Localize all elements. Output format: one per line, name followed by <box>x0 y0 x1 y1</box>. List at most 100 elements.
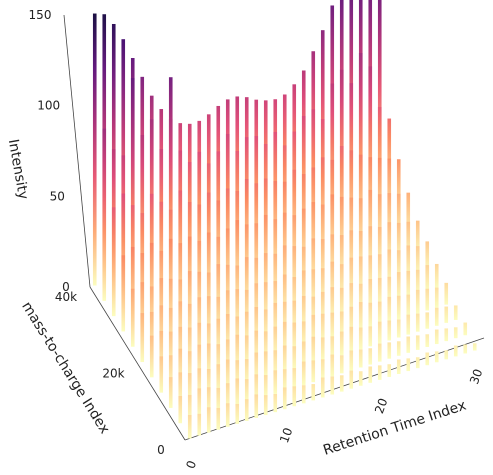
axes <box>63 14 485 441</box>
bar <box>415 269 420 296</box>
bar <box>396 359 401 374</box>
bar <box>292 386 297 407</box>
bar <box>358 231 363 277</box>
bar <box>434 287 439 308</box>
bar <box>187 271 192 330</box>
bar <box>444 350 449 360</box>
bar <box>197 322 202 363</box>
z-tick-label: 0 <box>62 280 70 294</box>
bar <box>282 369 287 391</box>
bar <box>320 359 325 380</box>
bar <box>301 321 306 349</box>
bar <box>263 331 268 361</box>
bar <box>358 283 363 313</box>
bar <box>387 342 392 359</box>
bar <box>368 326 373 347</box>
bar <box>330 336 335 359</box>
bar <box>206 407 211 433</box>
bar <box>368 189 373 256</box>
bar <box>463 322 468 336</box>
bar <box>387 222 392 268</box>
bar <box>387 364 392 377</box>
bar <box>225 290 230 336</box>
bar <box>320 239 325 289</box>
bar <box>444 282 449 305</box>
bar <box>453 305 458 320</box>
bar <box>406 221 411 262</box>
bar <box>387 320 392 341</box>
bar <box>235 378 240 406</box>
bar <box>358 52 363 222</box>
bar <box>225 383 230 409</box>
bar <box>349 150 354 243</box>
bar <box>387 249 392 286</box>
bar <box>311 269 316 310</box>
bar <box>263 214 268 288</box>
bar <box>396 341 401 356</box>
bar <box>159 305 164 357</box>
bar <box>377 254 382 289</box>
bar <box>187 394 192 421</box>
bar <box>425 312 430 329</box>
bar <box>396 159 401 229</box>
bar <box>197 368 202 400</box>
bar <box>254 257 259 309</box>
bar <box>377 321 382 344</box>
bar <box>396 250 401 283</box>
bar <box>168 77 173 281</box>
bar <box>263 282 268 324</box>
bar <box>415 220 420 259</box>
bar <box>254 374 259 400</box>
bar <box>216 387 221 412</box>
bar <box>415 313 420 332</box>
bar <box>320 291 325 325</box>
bar <box>292 346 297 370</box>
bar <box>282 274 287 319</box>
bar <box>216 296 221 339</box>
bar <box>121 255 126 332</box>
bar <box>425 352 430 366</box>
bar <box>377 0 382 198</box>
bar <box>434 307 439 326</box>
bar <box>339 355 344 374</box>
bar <box>368 366 373 383</box>
bar <box>387 193 392 250</box>
bar <box>292 277 297 316</box>
bar <box>149 242 154 323</box>
bar <box>263 351 268 379</box>
bar <box>358 154 363 240</box>
bar <box>368 279 373 310</box>
bar <box>130 78 135 293</box>
bar <box>320 204 325 270</box>
bar <box>292 169 297 261</box>
bar <box>254 306 259 346</box>
bar <box>377 194 382 253</box>
bar <box>206 369 211 397</box>
bar <box>330 234 335 286</box>
bar <box>349 230 354 280</box>
bar <box>206 387 211 415</box>
bar <box>387 276 392 304</box>
bar <box>349 257 354 298</box>
bar <box>339 311 344 337</box>
x-tick-label: 10 <box>277 426 295 445</box>
bar <box>292 300 297 334</box>
x-tick-label: 0 <box>183 459 199 471</box>
bar <box>130 288 135 347</box>
bar <box>149 335 154 378</box>
bar <box>140 313 145 363</box>
bar <box>254 330 259 364</box>
bar <box>396 272 401 302</box>
bar <box>425 288 430 311</box>
bar <box>396 319 401 338</box>
bar <box>216 264 221 321</box>
bar <box>320 337 325 361</box>
bar <box>415 289 420 314</box>
bar <box>282 245 287 300</box>
bar <box>377 226 382 271</box>
bar <box>377 365 382 380</box>
bar <box>311 384 316 401</box>
bar <box>292 368 297 389</box>
bar <box>206 296 211 342</box>
bar <box>225 313 230 354</box>
